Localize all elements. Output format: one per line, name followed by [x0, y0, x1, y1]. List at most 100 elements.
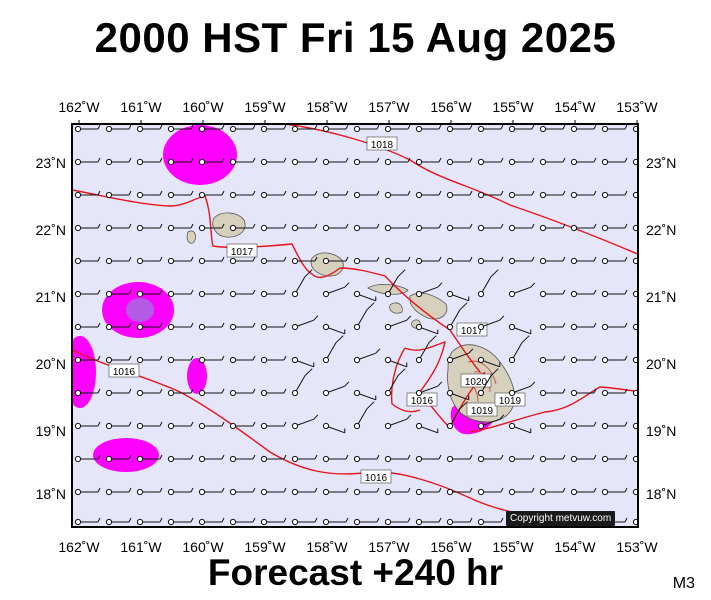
wind-barb [322, 381, 350, 397]
wind-barb [322, 256, 349, 265]
wind-barb [229, 322, 256, 331]
lat-label-right: 22˚N [646, 222, 676, 238]
wind-barb [632, 290, 638, 298]
wind-barb [446, 157, 473, 166]
wind-barb [74, 289, 101, 298]
wind-barb [229, 190, 256, 199]
wind-barb [198, 517, 225, 526]
wind-barb [415, 223, 442, 232]
wind-barb [260, 388, 287, 397]
wind-barb [136, 190, 163, 199]
wind-barb [446, 389, 470, 401]
wind-barb [136, 256, 163, 265]
wind-barb [229, 355, 256, 364]
lon-label-bottom: 162˚W [58, 539, 100, 555]
lat-label-left: 18˚N [36, 486, 66, 502]
wind-barb [508, 454, 535, 463]
wind-barb [446, 454, 473, 463]
wind-barb [167, 124, 194, 133]
lon-label-top: 153˚W [616, 99, 658, 115]
wind-barb [477, 356, 501, 368]
svg-text:1017: 1017 [461, 326, 484, 337]
lon-label-bottom: 161˚W [120, 539, 162, 555]
wind-barb [539, 322, 566, 331]
wind-barb [415, 190, 442, 199]
wind-barb [384, 223, 411, 232]
lon-label-top: 162˚W [58, 99, 100, 115]
wind-barb [601, 388, 628, 397]
wind-barb [136, 223, 163, 232]
wind-barb [415, 335, 437, 364]
wind-barb [570, 289, 597, 298]
wind-barb [570, 157, 597, 166]
wind-barb [601, 355, 628, 364]
wind-barb [477, 454, 504, 463]
wind-barb [353, 223, 380, 232]
wind-barb [136, 517, 163, 526]
wind-barb [601, 322, 628, 331]
wind-barb [136, 421, 163, 430]
wind-barb [260, 157, 287, 166]
wind-barb [570, 190, 597, 199]
wind-barb [539, 223, 566, 232]
island-lanai [389, 302, 403, 314]
wind-barb [539, 289, 566, 298]
wind-barb [446, 302, 468, 331]
wind-barb [353, 290, 377, 302]
wind-barb [198, 223, 225, 232]
wind-barb [570, 487, 597, 496]
lat-label-left: 19˚N [36, 423, 66, 439]
lon-label-bottom: 158˚W [306, 539, 348, 555]
wind-barb [198, 190, 225, 199]
wind-barb [601, 190, 628, 199]
wind-barb [167, 487, 194, 496]
wind-barb [74, 322, 101, 331]
wind-barb [167, 355, 194, 364]
wind-barb [291, 223, 318, 232]
wind-barb [353, 348, 381, 364]
wind-barb [74, 517, 101, 526]
wind-barb [291, 368, 313, 397]
wind-barbs [74, 124, 638, 526]
lat-label-left: 22˚N [36, 222, 66, 238]
wind-barb [198, 322, 225, 331]
wind-barb [508, 157, 535, 166]
wind-barb [446, 348, 474, 364]
wind-barb [477, 190, 504, 199]
wind-barb [291, 487, 318, 496]
wind-barb [322, 124, 349, 133]
lon-label-top: 158˚W [306, 99, 348, 115]
forecast-label: Forecast +240 hr [207, 552, 504, 593]
wind-barb [446, 256, 473, 265]
lon-label-top: 159˚W [244, 99, 286, 115]
wind-barb [353, 401, 375, 430]
island-oahu [310, 252, 344, 277]
wind-barb [229, 421, 256, 430]
wind-barb [260, 517, 287, 526]
wind-barb [291, 315, 319, 331]
wind-barb [105, 388, 132, 397]
wind-barb [570, 355, 597, 364]
wind-barb [570, 388, 597, 397]
wind-barb [260, 421, 287, 430]
lon-label-bottom: 156˚W [430, 539, 472, 555]
wind-barb [229, 454, 256, 463]
isobar-label: 1018 [366, 136, 398, 151]
wind-barb [198, 454, 225, 463]
wind-barb [384, 517, 411, 526]
wind-barb [260, 322, 287, 331]
wind-barb [322, 335, 344, 364]
wind-barb [105, 454, 132, 463]
wind-barb [167, 256, 194, 265]
wind-barb [384, 190, 411, 199]
wind-barb [570, 124, 597, 133]
wind-barb [446, 290, 470, 302]
wind-barb [291, 356, 315, 368]
wind-barb [136, 289, 163, 298]
wind-barb [477, 157, 504, 166]
map-frame [71, 123, 639, 528]
wind-barb [291, 157, 318, 166]
wind-barb [198, 355, 225, 364]
wind-barb [446, 190, 473, 199]
